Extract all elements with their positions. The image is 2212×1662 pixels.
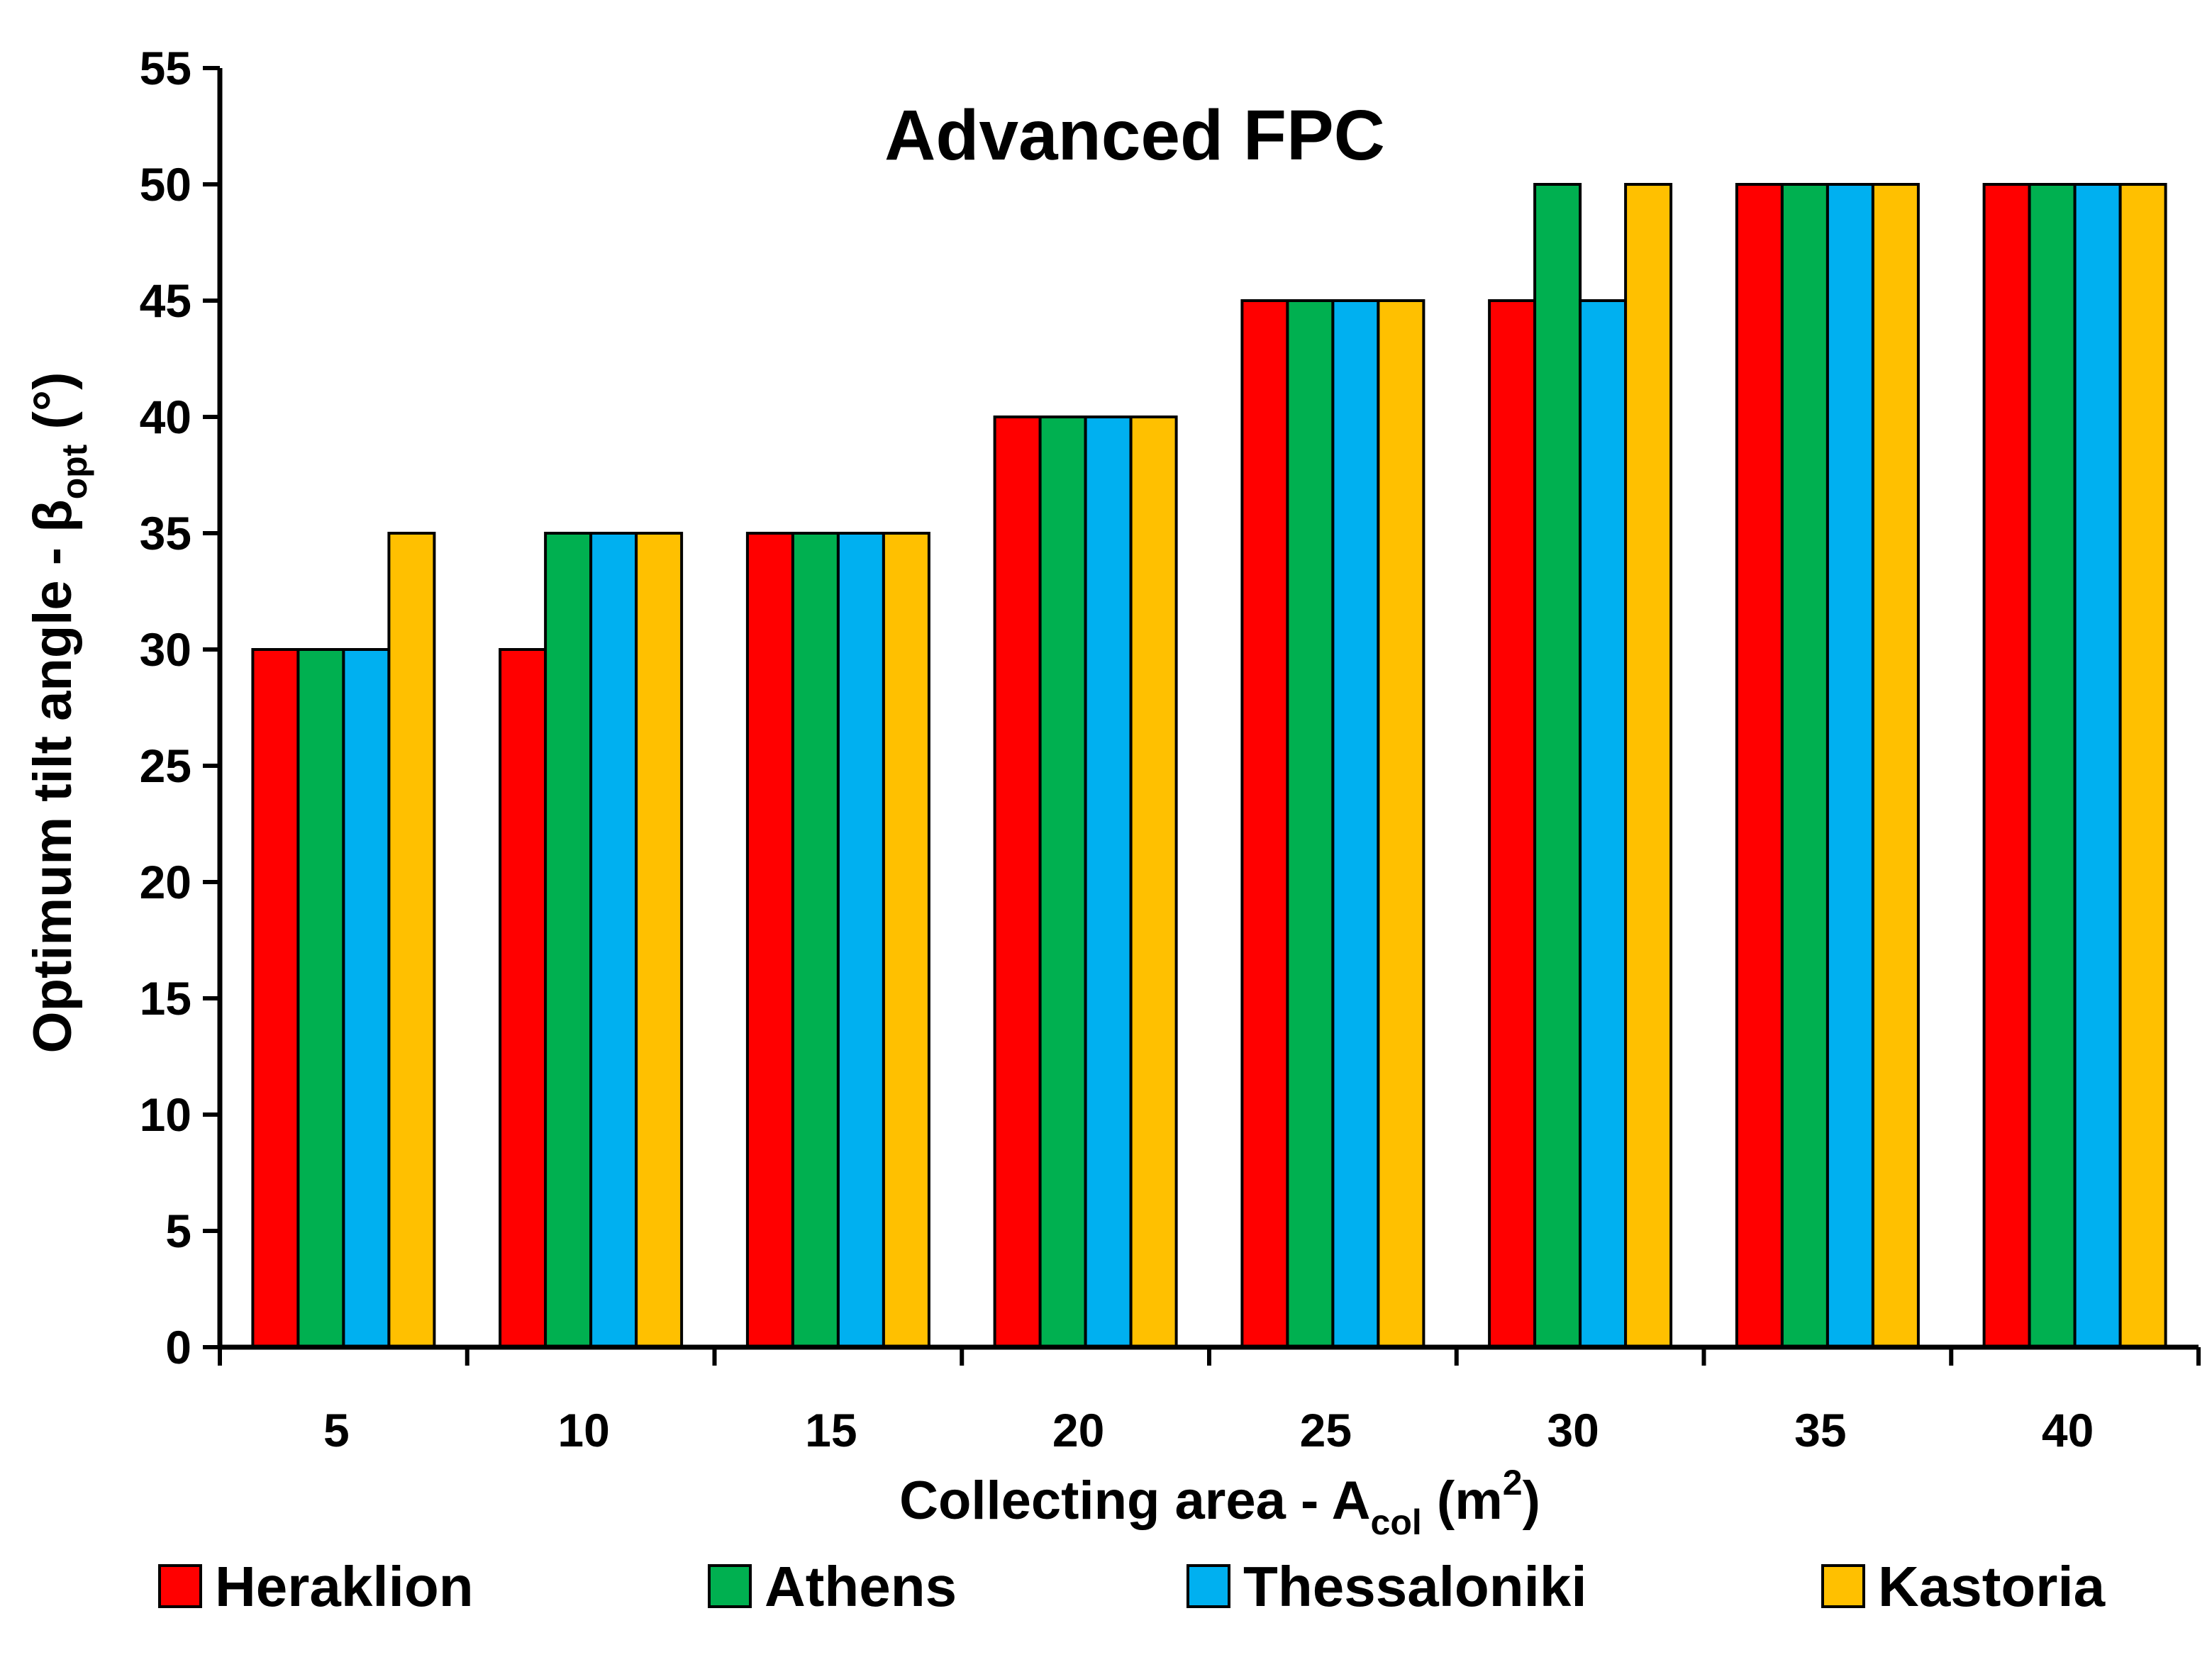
x-tick-label-35: 35 [1794, 1404, 1846, 1456]
bar-kastoria-25 [1377, 299, 1425, 1349]
bar-heraklion-10 [499, 648, 548, 1349]
x-tick-label-30: 30 [1547, 1404, 1599, 1456]
legend-label-athens: Athens [765, 1555, 957, 1618]
x-tick-label-25: 25 [1300, 1404, 1352, 1456]
bars [251, 183, 2167, 1349]
bar-athens-10 [544, 532, 593, 1349]
bar-thessaloniki-40 [2073, 183, 2122, 1349]
x-axis-title-subscript: col [1371, 1502, 1422, 1542]
legend-swatch-heraklion [158, 1564, 202, 1608]
y-tick-label-15: 15 [140, 972, 191, 1025]
bar-thessaloniki-35 [1825, 183, 1874, 1349]
bar-heraklion-15 [745, 532, 794, 1349]
bar-athens-15 [791, 532, 840, 1349]
bar-heraklion-30 [1488, 299, 1537, 1349]
bar-thessaloniki-30 [1579, 299, 1628, 1349]
y-tick-label-10: 10 [140, 1088, 191, 1141]
bar-thessaloniki-25 [1331, 299, 1380, 1349]
x-tick-label-10: 10 [557, 1404, 609, 1456]
bar-athens-5 [296, 648, 345, 1349]
x-axis-title-unit-open: (m [1422, 1471, 1503, 1531]
legend-swatch-kastoria [1821, 1564, 1865, 1608]
y-axis-ticks: 0 5 10 15 20 25 30 35 40 45 50 55 [140, 42, 220, 1373]
bar-thessaloniki-5 [342, 648, 391, 1349]
y-axis-title-main: Optimum tilt angle - β [23, 499, 83, 1053]
bar-athens-25 [1286, 299, 1335, 1349]
x-axis-title-unit-close: ) [1523, 1471, 1540, 1531]
bar-kastoria-10 [635, 532, 684, 1349]
x-tick-label-40: 40 [2042, 1404, 2094, 1456]
legend-label-kastoria: Kastoria [1878, 1555, 2106, 1618]
x-tick-label-5: 5 [323, 1404, 350, 1456]
bar-athens-30 [1533, 183, 1582, 1349]
y-tick-label-55: 55 [140, 42, 191, 94]
bar-kastoria-15 [882, 532, 930, 1349]
bar-heraklion-35 [1735, 183, 1784, 1349]
x-axis-title-superscript: 2 [1503, 1463, 1523, 1502]
y-axis-title: Optimum tilt angle - βopt (°) [23, 372, 94, 1054]
y-tick-label-30: 30 [140, 623, 191, 676]
bar-kastoria-5 [387, 532, 436, 1349]
y-tick-label-50: 50 [140, 158, 191, 211]
x-tick-label-20: 20 [1052, 1404, 1104, 1456]
bar-heraklion-20 [993, 415, 1042, 1349]
bar-heraklion-5 [251, 648, 300, 1349]
x-axis-ticks: 5 10 15 20 25 30 35 40 [218, 1347, 2201, 1456]
legend-swatch-athens [708, 1564, 752, 1608]
bar-athens-40 [2028, 183, 2077, 1349]
bar-kastoria-20 [1129, 415, 1178, 1349]
legend: Heraklion Athens Thessaloniki Kastoria [158, 1555, 2106, 1618]
y-tick-label-0: 0 [165, 1321, 191, 1373]
y-tick-label-5: 5 [165, 1205, 191, 1257]
y-tick-label-45: 45 [140, 274, 191, 327]
y-tick-label-40: 40 [140, 391, 191, 443]
y-tick-label-35: 35 [140, 507, 191, 559]
y-axis-title-subscript: opt [55, 444, 94, 499]
y-tick-label-25: 25 [140, 740, 191, 792]
bar-thessaloniki-20 [1084, 415, 1133, 1349]
y-tick-label-20: 20 [140, 856, 191, 908]
bar-kastoria-40 [2118, 183, 2167, 1349]
x-axis-title: Collecting area - Acol (m2) [899, 1463, 1540, 1542]
bar-thessaloniki-15 [836, 532, 885, 1349]
bar-heraklion-25 [1240, 299, 1289, 1349]
legend-swatch-thessaloniki [1186, 1564, 1230, 1608]
legend-label-thessaloniki: Thessaloniki [1243, 1555, 1587, 1618]
chart-title: Advanced FPC [884, 96, 1385, 175]
bar-heraklion-40 [1982, 183, 2031, 1349]
bar-athens-20 [1038, 415, 1087, 1349]
bar-kastoria-35 [1871, 183, 1920, 1349]
bar-athens-35 [1780, 183, 1829, 1349]
x-tick-label-15: 15 [805, 1404, 857, 1456]
bar-kastoria-30 [1624, 183, 1673, 1349]
bar-thessaloniki-10 [589, 532, 638, 1349]
y-axis-title-unit: (°) [23, 372, 83, 445]
x-axis-title-main: Collecting area - A [899, 1471, 1370, 1531]
legend-label-heraklion: Heraklion [215, 1555, 474, 1618]
